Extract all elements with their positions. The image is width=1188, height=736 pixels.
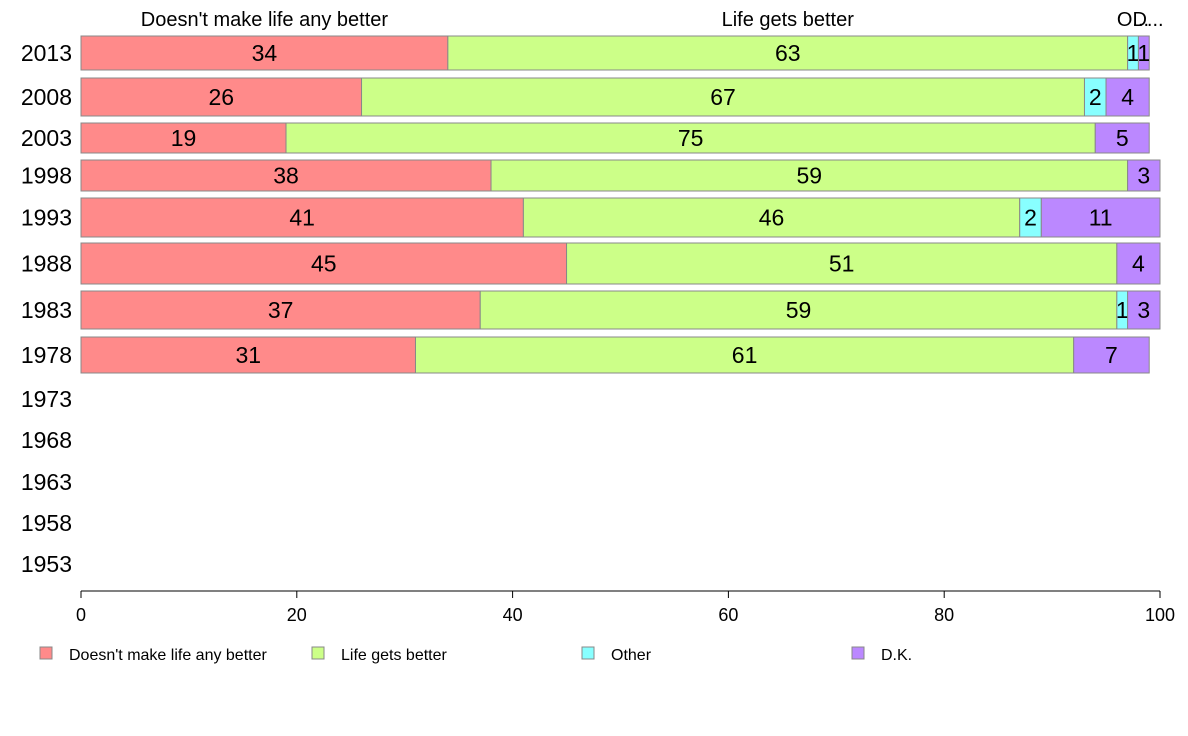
legend-swatch — [851, 646, 865, 660]
y-tick-label: 2008 — [21, 84, 72, 110]
bar-value-label: 63 — [775, 40, 801, 66]
bar-value-label: 4 — [1132, 251, 1145, 277]
bar-value-label: 19 — [171, 125, 197, 151]
bar-1983-life-gets-better — [479, 290, 1118, 330]
bar-value-label: 7 — [1105, 342, 1118, 368]
y-tick-label: 2013 — [21, 40, 72, 66]
bar-2013-d-k- — [1137, 35, 1150, 71]
bar-value-label: 3 — [1137, 163, 1150, 189]
legend-label: D.K. — [881, 647, 912, 664]
legend-swatch — [581, 646, 595, 660]
bar-value-label: 1 — [1116, 297, 1129, 323]
x-tick-label: 20 — [287, 605, 307, 625]
x-tick-label: 60 — [718, 605, 738, 625]
legend-swatch — [39, 646, 53, 660]
y-tick-label: 1998 — [21, 163, 72, 189]
y-tick-label: 1953 — [21, 551, 72, 577]
bar-value-label: 75 — [678, 125, 704, 151]
bar-value-label: 34 — [252, 40, 278, 66]
bar-1993-d-k- — [1040, 197, 1161, 238]
bar-value-label: 2 — [1024, 205, 1037, 231]
column-header: D... — [1132, 9, 1163, 31]
bar-value-label: 41 — [289, 205, 315, 231]
y-tick-label: 1978 — [21, 342, 72, 368]
legend-swatch — [311, 646, 325, 660]
bar-value-label: 38 — [273, 163, 299, 189]
y-tick-label: 1968 — [21, 427, 72, 453]
legend-label: Doesn't make life any better — [69, 647, 267, 664]
bar-1983-d-k- — [1127, 290, 1161, 330]
bar-2008-doesn-t-make-life-any-better — [80, 77, 363, 117]
bar-value-label: 46 — [759, 205, 785, 231]
bar-value-label: 67 — [710, 84, 736, 110]
y-tick-label: 1983 — [21, 297, 72, 323]
bar-value-label: 11 — [1089, 205, 1113, 231]
column-header: Doesn't make life any better — [141, 9, 389, 31]
bar-value-label: 1 — [1137, 40, 1150, 66]
legend-label: Other — [611, 647, 652, 664]
x-tick-label: 0 — [76, 605, 86, 625]
y-tick-label: 1973 — [21, 386, 72, 412]
bar-1988-d-k- — [1116, 242, 1161, 285]
y-tick-label: 2003 — [21, 125, 72, 151]
legend-label: Life gets better — [341, 647, 448, 664]
y-axis: 2013 2008 2003 1998 1993 1988 1983 1978 1973 1968… — [21, 40, 72, 577]
y-tick-label: 1963 — [21, 469, 72, 495]
bar-value-label: 59 — [786, 297, 812, 323]
x-axis: 0 20 40 60 80 100 — [76, 590, 1175, 625]
bar-value-label: 26 — [208, 84, 234, 110]
bar-1998-life-gets-better — [490, 159, 1129, 192]
y-tick-label: 1988 — [21, 251, 72, 277]
bar-2008-life-gets-better — [361, 77, 1085, 117]
bar-value-label: 5 — [1116, 125, 1129, 151]
bar-value-label: 51 — [829, 251, 855, 277]
bar-1998-doesn-t-make-life-any-better — [80, 159, 492, 192]
y-tick-label: 1993 — [21, 205, 72, 231]
bar-value-label: 45 — [311, 251, 337, 277]
bar-value-label: 59 — [797, 163, 823, 189]
bar-2013-life-gets-better — [447, 35, 1129, 71]
bar-1983-doesn-t-make-life-any-better — [80, 290, 481, 330]
bar-1998-d-k- — [1127, 159, 1161, 192]
column-header: O... — [1117, 9, 1149, 31]
bar-value-label: 3 — [1137, 297, 1150, 323]
bar-2008-d-k- — [1105, 77, 1150, 117]
x-tick-label: 100 — [1145, 605, 1175, 625]
column-header: Life gets better — [722, 9, 855, 31]
y-tick-label: 1958 — [21, 510, 72, 536]
x-tick-label: 40 — [503, 605, 523, 625]
bar-value-label: 37 — [268, 297, 294, 323]
bar-1978-life-gets-better — [414, 336, 1075, 374]
bar-1993-doesn-t-make-life-any-better — [80, 197, 524, 238]
bar-value-label: 61 — [732, 342, 758, 368]
bar-1978-d-k- — [1073, 336, 1150, 374]
bar-1988-life-gets-better — [566, 242, 1118, 285]
bar-2003-d-k- — [1094, 122, 1150, 154]
column-headers: Doesn't make life any better Life gets be… — [141, 9, 1164, 31]
bar-value-label: 4 — [1121, 84, 1134, 110]
x-tick-label: 80 — [934, 605, 954, 625]
bar-value-label: 1 — [1127, 40, 1140, 66]
legend: Doesn't make life any better Life gets be… — [39, 646, 912, 664]
bar-value-label: 31 — [235, 342, 261, 368]
bar-value-label: 2 — [1089, 84, 1102, 110]
bar-1993-life-gets-better — [522, 197, 1021, 238]
bar-2003-life-gets-better — [285, 122, 1096, 154]
